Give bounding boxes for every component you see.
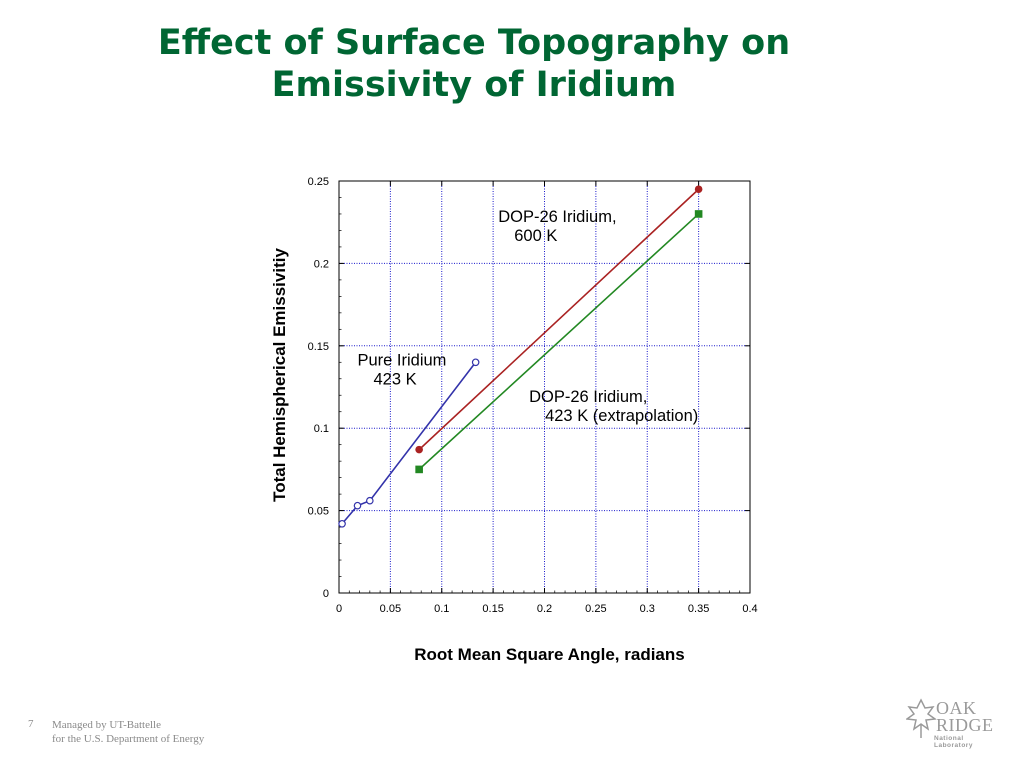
data-point-pure: [353, 501, 362, 510]
annotation-pure-line2: 423 K: [373, 371, 416, 389]
x-tick-label: 0.35: [688, 603, 709, 615]
y-tick-label: 0.25: [308, 176, 329, 188]
y-tick-label: 0: [323, 588, 329, 600]
data-point-dop600: [694, 185, 703, 194]
data-point-pure: [471, 358, 480, 367]
data-point-pure: [366, 496, 374, 505]
series-line-pure: [341, 361, 477, 525]
x-axis-label: Root Mean Square Angle, radians: [414, 645, 684, 664]
annotation-dop423-line2: 423 K (extrapolation): [545, 407, 698, 425]
x-tick-label: 0.05: [380, 603, 401, 615]
data-point-dop423: [694, 210, 703, 218]
y-tick-label: 0.05: [308, 506, 329, 518]
y-axis-label: Total Hemispherical Emissivitiy: [270, 248, 289, 502]
data-point-pure: [338, 519, 346, 528]
logo-word-national-laboratory: National Laboratory: [934, 735, 973, 749]
y-tick-label: 0.2: [314, 258, 329, 270]
data-point-dop423: [415, 465, 423, 474]
emissivity-chart: 0 0.05 0.1 0.15 0.2 0.25 0.3 0.35 0.4 0 0.05 0.1 0.1…: [270, 176, 758, 664]
footer-line2: for the U.S. Department of Energy: [52, 733, 205, 745]
page-number: 7: [28, 718, 34, 730]
x-tick-label: 0.15: [482, 603, 503, 615]
ornl-logo: OAK RIDGE National Laboratory: [906, 698, 1002, 749]
annotation-dop423-line1: DOP-26 Iridium,: [529, 388, 647, 406]
leaf-icon: [906, 698, 936, 738]
footer-line1: Managed by UT-Battelle: [52, 719, 161, 731]
slide-title: Effect of Surface Topography on Emissivi…: [0, 22, 948, 106]
x-tick-label: 0.3: [640, 603, 655, 615]
x-tick-label: 0.2: [537, 603, 552, 615]
logo-word-ridge: RIDGE: [936, 715, 994, 735]
footer-text: Managed by UT-Battelle for the U.S. Depa…: [52, 718, 204, 746]
x-tick-label: 0.1: [434, 603, 449, 615]
slide-title-line2: Emissivity of Iridium: [271, 65, 677, 105]
x-tick-label: 0.25: [585, 603, 606, 615]
slide-title-line1: Effect of Surface Topography on: [157, 23, 791, 63]
y-tick-label: 0.15: [308, 341, 329, 353]
x-tick-label: 0: [336, 603, 342, 615]
logo-word-oak: OAK: [936, 698, 977, 718]
data-point-dop600: [415, 445, 423, 454]
series-line-dop600: [418, 188, 700, 451]
y-tick-label: 0.1: [314, 423, 329, 435]
series-line-dop423: [418, 213, 700, 470]
annotation-pure-line1: Pure Iridium: [357, 352, 446, 370]
annotation-dop600-line1: DOP-26 Iridium,: [498, 208, 616, 226]
x-tick-label: 0.4: [742, 603, 757, 615]
annotation-dop600-line2: 600 K: [514, 227, 557, 245]
